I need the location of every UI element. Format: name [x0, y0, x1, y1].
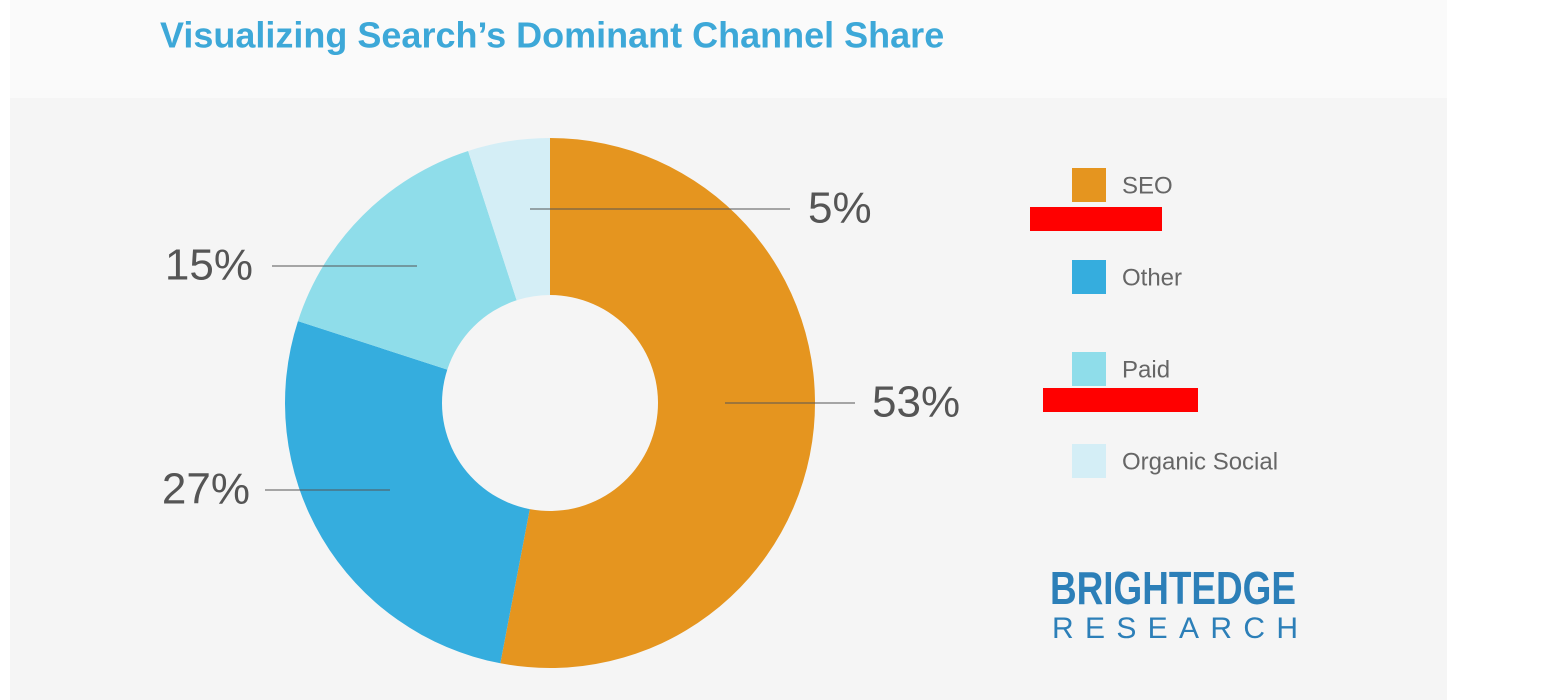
data-label: 15% — [165, 241, 253, 290]
legend-label: Paid — [1122, 356, 1170, 383]
donut-slice — [500, 138, 815, 668]
brand-name: BRIGHTEDGE — [1050, 562, 1296, 614]
legend-label: Organic Social — [1122, 448, 1278, 475]
legend-label: Other — [1122, 264, 1182, 291]
donut-slice — [297, 150, 517, 370]
legend-label: SEO — [1122, 172, 1173, 199]
chart-title: Visualizing Search’s Dominant Channel Sh… — [160, 15, 944, 56]
legend-swatch — [1072, 260, 1106, 294]
redaction — [1043, 388, 1198, 412]
header-background — [10, 0, 1447, 98]
legend-swatch — [1072, 444, 1106, 478]
donut-slice — [285, 321, 530, 664]
legend-swatch — [1072, 352, 1106, 386]
data-label: 27% — [162, 465, 250, 514]
legend-swatch — [1072, 168, 1106, 202]
data-label: 5% — [808, 184, 872, 233]
donut-slice — [468, 138, 550, 301]
redaction — [1030, 207, 1162, 231]
data-label: 53% — [872, 378, 960, 427]
plot: 53% SEO 27% Other 15% Paid 5% Organic Social — [162, 138, 1278, 668]
